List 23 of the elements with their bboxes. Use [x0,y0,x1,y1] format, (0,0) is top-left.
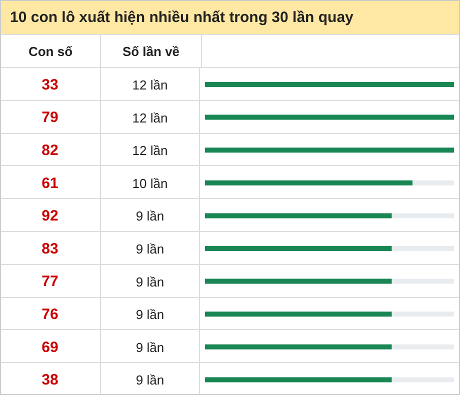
y-tick-label: 79 [42,109,58,126]
y-tick-label: 69 [42,338,58,356]
y-tick-label: 38 [42,372,58,389]
data-label: 10 lần [132,176,168,191]
data-label: 9 lần [136,274,164,290]
y-tick-label: 92 [42,208,58,225]
y-tick-label: 76 [42,306,58,323]
y-tick-label: 33 [42,76,58,94]
data-label: 9 lần [136,372,164,388]
data-label: 9 lần [136,340,164,355]
data-label: 9 lần [136,242,164,256]
y-tick-label: 77 [42,273,58,290]
data-label: 12 lần [132,78,168,92]
data-label: 12 lần [132,110,168,126]
data-label: 12 lần [132,143,168,158]
y-tick-label: 61 [42,174,58,192]
y-tick-label: 82 [42,142,58,159]
y-tick-label: 83 [42,240,58,258]
x-axis-title: Số lần về [101,35,202,67]
data-label: 9 lần [136,208,164,224]
chart-title: 10 con lô xuất hiện nhiều nhất trong 30 lần quay [1,1,460,35]
y-axis-title: Con số [1,35,101,67]
data-label: 9 lần [136,307,164,322]
